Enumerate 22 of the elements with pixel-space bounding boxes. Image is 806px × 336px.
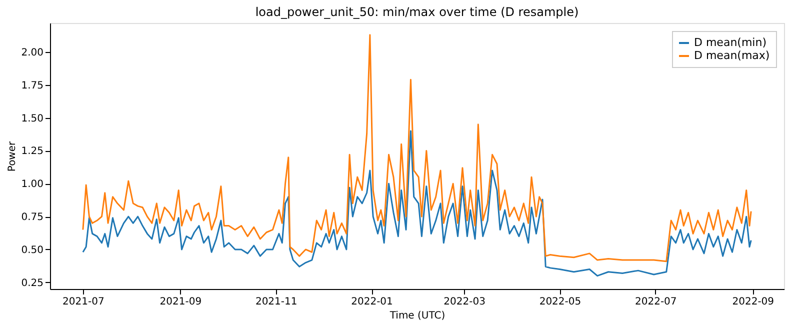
line-series bbox=[82, 130, 752, 277]
x-tick-label: 2022-07 bbox=[634, 296, 677, 308]
legend-label: D mean(min) bbox=[694, 36, 766, 49]
y-axis-title: Power bbox=[7, 140, 18, 172]
y-tick-label: 1.25 bbox=[21, 146, 44, 158]
y-tick-label: 0.25 bbox=[21, 278, 44, 289]
y-tick-label: 1.75 bbox=[21, 80, 44, 92]
legend-label: D mean(max) bbox=[694, 49, 770, 62]
y-tick-label: 0.50 bbox=[21, 244, 44, 256]
y-tick-label: 2.00 bbox=[21, 47, 44, 58]
chart-title: load_power_unit_50: min/max over time (D resample) bbox=[255, 5, 579, 19]
x-tick-label: 2021-11 bbox=[255, 296, 298, 308]
x-tick-label: 2022-05 bbox=[539, 296, 582, 308]
y-tick-label: 1.50 bbox=[21, 113, 44, 124]
x-tick-label: 2021-07 bbox=[62, 296, 104, 308]
x-tick-label: 2022-09 bbox=[732, 296, 774, 308]
x-tick-label: 2022-03 bbox=[444, 296, 486, 308]
x-axis-title: Time (UTC) bbox=[388, 310, 446, 322]
x-tick-label: 2022-01 bbox=[351, 296, 393, 308]
y-tick-label: 1.00 bbox=[21, 179, 44, 190]
y-tick-label: 0.75 bbox=[21, 212, 44, 224]
x-tick-label: 2021-09 bbox=[160, 296, 202, 308]
